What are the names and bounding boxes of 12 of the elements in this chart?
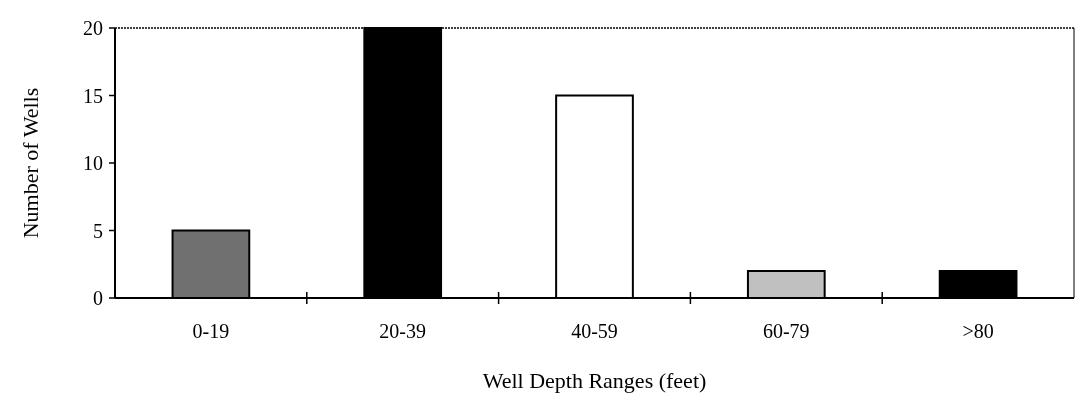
x-tick-label: 0-19 bbox=[192, 320, 230, 342]
x-axis-title: Well Depth Ranges (feet) bbox=[482, 368, 707, 393]
y-tick-label: 5 bbox=[93, 219, 103, 242]
y-tick-label: 10 bbox=[83, 152, 103, 174]
y-tick-label: 0 bbox=[93, 287, 103, 309]
x-tick-label: 20-39 bbox=[379, 320, 427, 342]
x-tick-label: 40-59 bbox=[571, 320, 618, 342]
y-tick-label: 15 bbox=[83, 84, 103, 107]
y-tick-label: 20 bbox=[83, 17, 103, 39]
y-axis-title: Number of Wells bbox=[18, 87, 43, 239]
x-tick-label: >80 bbox=[962, 320, 994, 342]
x-tick-label: 60-79 bbox=[762, 320, 810, 342]
